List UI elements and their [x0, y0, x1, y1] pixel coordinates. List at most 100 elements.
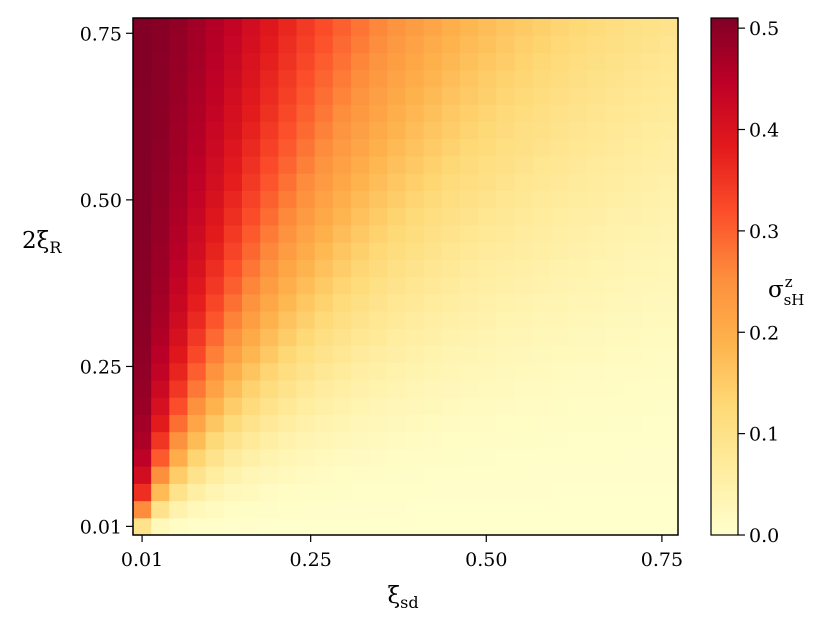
heatmap-cell	[278, 483, 298, 502]
heatmap-cell	[623, 431, 643, 450]
heatmap-cell	[605, 500, 625, 519]
heatmap-cell	[151, 86, 170, 105]
heatmap-cell	[351, 121, 370, 140]
heatmap-cell	[405, 431, 425, 450]
y-axis-label-symbol: 2ξ	[22, 228, 49, 254]
heatmap-cell	[514, 414, 534, 433]
heatmap-cell	[496, 483, 516, 502]
heatmap-cell	[332, 397, 352, 415]
heatmap-cell	[423, 466, 443, 484]
heatmap-cell	[387, 362, 407, 381]
heatmap-cell	[478, 121, 497, 140]
heatmap-cell	[223, 466, 243, 484]
heatmap-cell	[623, 517, 643, 536]
heatmap-cell	[369, 448, 388, 467]
heatmap-cell	[351, 207, 370, 226]
heatmap-cell	[242, 276, 261, 295]
heatmap-cell	[423, 517, 443, 536]
heatmap-cell	[332, 414, 352, 433]
heatmap-cell	[351, 483, 370, 502]
heatmap-cell	[587, 362, 606, 381]
heatmap-cell	[550, 173, 570, 191]
heatmap-cell	[496, 207, 516, 226]
heatmap-cell	[351, 69, 370, 88]
heatmap-cell	[332, 104, 352, 122]
heatmap-cell	[569, 69, 588, 88]
heatmap-cell	[405, 190, 425, 209]
heatmap-cell	[332, 328, 352, 347]
heatmap-cell	[296, 224, 316, 243]
heatmap-cell	[296, 18, 316, 36]
heatmap-cell	[550, 466, 570, 484]
heatmap-cell	[133, 379, 152, 398]
heatmap-cell	[659, 155, 679, 174]
heatmap-cell	[460, 173, 479, 191]
heatmap-cell	[296, 397, 316, 415]
heatmap-cell	[496, 397, 516, 415]
heatmap-cell	[532, 52, 552, 71]
heatmap-cell	[314, 310, 334, 329]
heatmap-cell	[296, 414, 316, 433]
heatmap-cell	[623, 69, 643, 88]
heatmap-cell	[532, 397, 552, 415]
heatmap-cell	[133, 86, 152, 105]
colorbar-tick-label: 0.1	[749, 424, 779, 446]
heatmap-cell	[405, 466, 425, 484]
heatmap-cell	[151, 483, 170, 502]
heatmap-cell	[260, 207, 279, 226]
heatmap-cell	[659, 259, 679, 278]
heatmap-cell	[623, 138, 643, 157]
heatmap-cell	[623, 483, 643, 502]
heatmap-cell	[405, 35, 425, 54]
heatmap-cell	[369, 293, 388, 312]
heatmap-cell	[441, 207, 461, 226]
heatmap-cell	[496, 190, 516, 209]
heatmap-cell	[205, 293, 225, 312]
heatmap-cell	[605, 86, 625, 105]
heatmap-cell	[242, 190, 261, 209]
heatmap-cell	[623, 414, 643, 433]
heatmap-cell	[569, 138, 588, 157]
heatmap-cell	[260, 104, 279, 122]
heatmap-cell	[641, 293, 661, 312]
heatmap-cell	[205, 328, 225, 347]
heatmap-cell	[278, 293, 298, 312]
heatmap-cell	[278, 224, 298, 243]
heatmap-cell	[351, 242, 370, 260]
heatmap-cell	[387, 138, 407, 157]
heatmap-cell	[605, 310, 625, 329]
heatmap-cell	[478, 242, 497, 260]
heatmap-cell	[641, 397, 661, 415]
heatmap-cell	[133, 173, 152, 191]
heatmap-cell	[423, 242, 443, 260]
heatmap-cell	[260, 397, 279, 415]
heatmap-cell	[387, 414, 407, 433]
heatmap-cell	[278, 310, 298, 329]
heatmap-cell	[278, 155, 298, 174]
heatmap-cell	[405, 69, 425, 88]
heatmap-cell	[151, 293, 170, 312]
heatmap-cell	[296, 155, 316, 174]
heatmap-cell	[641, 138, 661, 157]
heatmap-cell	[532, 121, 552, 140]
heatmap-cell	[387, 448, 407, 467]
heatmap-cell	[151, 104, 170, 122]
heatmap-cell	[387, 517, 407, 536]
heatmap-cell	[659, 18, 679, 36]
heatmap-cell	[369, 362, 388, 381]
heatmap-cell	[242, 155, 261, 174]
heatmap-cell	[405, 397, 425, 415]
heatmap-cell	[296, 431, 316, 450]
heatmap-cell	[659, 69, 679, 88]
heatmap-cell	[260, 155, 279, 174]
heatmap-cell	[205, 466, 225, 484]
heatmap-cell	[332, 207, 352, 226]
heatmap-cell	[496, 293, 516, 312]
heatmap-cell	[569, 362, 588, 381]
heatmap-cell	[405, 18, 425, 36]
heatmap-cell	[587, 104, 606, 122]
heatmap-cell	[405, 310, 425, 329]
heatmap-cell	[605, 483, 625, 502]
heatmap-cell	[242, 207, 261, 226]
heatmap-cell	[514, 155, 534, 174]
